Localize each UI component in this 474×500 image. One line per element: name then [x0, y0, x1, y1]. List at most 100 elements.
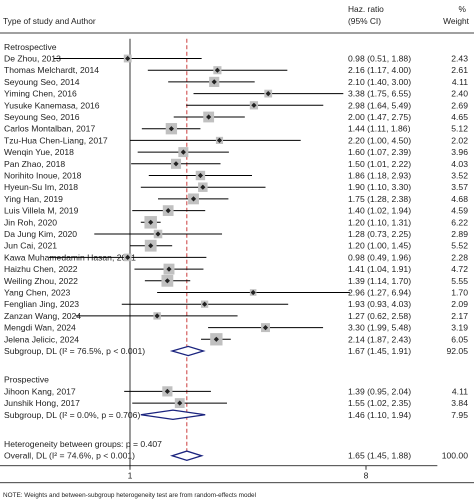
subgroup-weight: 92.05	[446, 346, 468, 356]
subgroup-label: Subgroup, DL (I² = 76.5%, p < 0.001)	[4, 346, 145, 356]
header-study-column: Type of study and Author	[3, 16, 96, 26]
overall-ci-text: 1.65 (1.45, 1.88)	[348, 451, 411, 461]
study-weight: 2.61	[451, 65, 468, 75]
study-point-estimate	[206, 114, 212, 120]
study-ci-text: 1.55 (1.02, 2.35)	[348, 398, 411, 408]
study-weight: 3.19	[451, 323, 468, 333]
overall-weight: 100.00	[442, 451, 469, 461]
study-point-estimate	[155, 231, 161, 237]
study-weight: 6.05	[451, 334, 468, 344]
study-point-estimate	[148, 243, 154, 249]
study-weight: 3.96	[451, 147, 468, 157]
study-label: Jun Cai, 2021	[4, 241, 57, 251]
study-weight: 2.43	[451, 54, 468, 64]
group-label: Retrospective	[4, 42, 57, 52]
study-ci-text: 2.00 (1.47, 2.75)	[348, 112, 411, 122]
study-weight: 3.84	[451, 398, 468, 408]
study-ci-text: 1.60 (1.07, 2.39)	[348, 147, 411, 157]
study-weight: 4.65	[451, 112, 468, 122]
study-weight: 2.02	[451, 135, 468, 145]
study-weight: 3.57	[451, 182, 468, 192]
heterogeneity-text: Heterogeneity between groups: p = 0.407	[4, 439, 162, 449]
study-label: Jihoon Kang, 2017	[4, 386, 76, 396]
study-label: Thomas Melchardt, 2014	[4, 65, 99, 75]
study-label: Wenqin Yue, 2018	[4, 147, 74, 157]
header-effect-line-1: Haz. ratio	[348, 4, 384, 14]
study-weight: 2.28	[451, 252, 468, 262]
study-weight: 5.55	[451, 276, 468, 286]
study-ci-text: 2.98 (1.64, 5.49)	[348, 100, 411, 110]
study-weight: 2.17	[451, 311, 468, 321]
study-ci-text: 0.98 (0.51, 1.88)	[348, 54, 411, 64]
study-label: Norihito Inoue, 2018	[4, 171, 82, 181]
subgroup-weight: 7.95	[451, 410, 468, 420]
study-point-estimate	[168, 126, 174, 132]
study-ci-text: 1.39 (0.95, 2.04)	[348, 386, 411, 396]
study-point-estimate	[251, 102, 257, 108]
subgroup-diamond	[140, 409, 206, 421]
study-ci-text: 1.90 (1.10, 3.30)	[348, 182, 411, 192]
header-weight-line-1: %	[459, 4, 467, 14]
study-point-estimate	[180, 149, 186, 155]
study-ci-text: 1.41 (1.04, 1.91)	[348, 264, 411, 274]
study-label: De Zhou, 2013	[4, 54, 61, 64]
study-label: Weiling Zhou, 2022	[4, 276, 78, 286]
study-label: Haizhu Chen, 2022	[4, 264, 78, 274]
study-ci-text: 1.20 (1.00, 1.45)	[348, 241, 411, 251]
study-point-estimate	[213, 336, 219, 342]
subgroup-diamond	[169, 345, 206, 357]
study-point-estimate	[262, 325, 269, 331]
study-label: Mengdi Wan, 2024	[4, 323, 76, 333]
study-point-estimate	[173, 161, 179, 167]
study-ci-text: 2.96 (1.27, 6.94)	[348, 288, 411, 298]
study-weight: 4.03	[451, 159, 468, 169]
study-ci-text: 1.39 (1.14, 1.70)	[348, 276, 411, 286]
study-label: Seyoung Seo, 2014	[4, 77, 80, 87]
study-label: Hyeun-Su Im, 2018	[4, 182, 78, 192]
study-weight: 4.72	[451, 264, 468, 274]
study-point-estimate	[190, 196, 197, 202]
study-point-estimate	[125, 55, 131, 62]
study-weight: 3.52	[451, 171, 468, 181]
study-ci-text: 1.20 (1.10, 1.31)	[348, 217, 411, 227]
study-point-estimate	[148, 219, 154, 225]
study-ci-text: 2.16 (1.17, 4.00)	[348, 65, 411, 75]
study-label: Yang Chen, 2023	[4, 288, 70, 298]
study-ci-text: 1.93 (0.93, 4.03)	[348, 299, 411, 309]
study-ci-text: 3.30 (1.99, 5.48)	[348, 323, 411, 333]
study-ci-text: 1.75 (1.28, 2.38)	[348, 194, 411, 204]
study-weight: 4.59	[451, 206, 468, 216]
study-point-estimate	[166, 266, 172, 272]
study-weight: 2.09	[451, 299, 468, 309]
study-label: Da Jung Kim, 2020	[4, 229, 77, 239]
study-weight: 4.68	[451, 194, 468, 204]
study-ci-text: 0.98 (0.49, 1.96)	[348, 252, 411, 262]
study-weight: 5.12	[451, 124, 468, 134]
study-ci-text: 1.44 (1.11, 1.86)	[348, 124, 411, 134]
study-weight: 2.69	[451, 100, 468, 110]
study-weight: 6.22	[451, 217, 468, 227]
study-ci-text: 1.28 (0.73, 2.25)	[348, 229, 411, 239]
study-point-estimate	[197, 172, 204, 179]
subgroup-ci-text: 1.46 (1.10, 1.94)	[348, 410, 411, 420]
x-tick-label: 1	[128, 471, 133, 481]
study-point-estimate	[265, 91, 271, 97]
plot-area: Retrospective De Zhou, 2013 0.98 (0.51, 1.…	[0, 38, 474, 484]
subgroup-ci-text: 1.67 (1.45, 1.91)	[348, 346, 411, 356]
study-label: Luis Villela M, 2019	[4, 206, 79, 216]
study-label: Zanzan Wang, 2024	[4, 311, 81, 321]
study-point-estimate	[250, 289, 256, 296]
footnote: NOTE: Weights and between-subgroup heter…	[3, 492, 256, 499]
study-point-estimate	[202, 301, 208, 307]
study-ci-text: 1.86 (1.18, 2.93)	[348, 171, 411, 181]
header-effect-line-2: (95% CI)	[348, 16, 381, 26]
study-label: Junshik Hong, 2017	[4, 398, 80, 408]
study-label: Jin Roh, 2020	[4, 217, 57, 227]
study-point-estimate	[164, 278, 170, 284]
study-label: Ying Han, 2019	[4, 194, 63, 204]
study-weight: 5.52	[451, 241, 468, 251]
header-weight-line-2: Weight	[443, 16, 470, 26]
study-weight: 2.89	[451, 229, 468, 239]
x-tick-label: 8	[364, 471, 369, 481]
